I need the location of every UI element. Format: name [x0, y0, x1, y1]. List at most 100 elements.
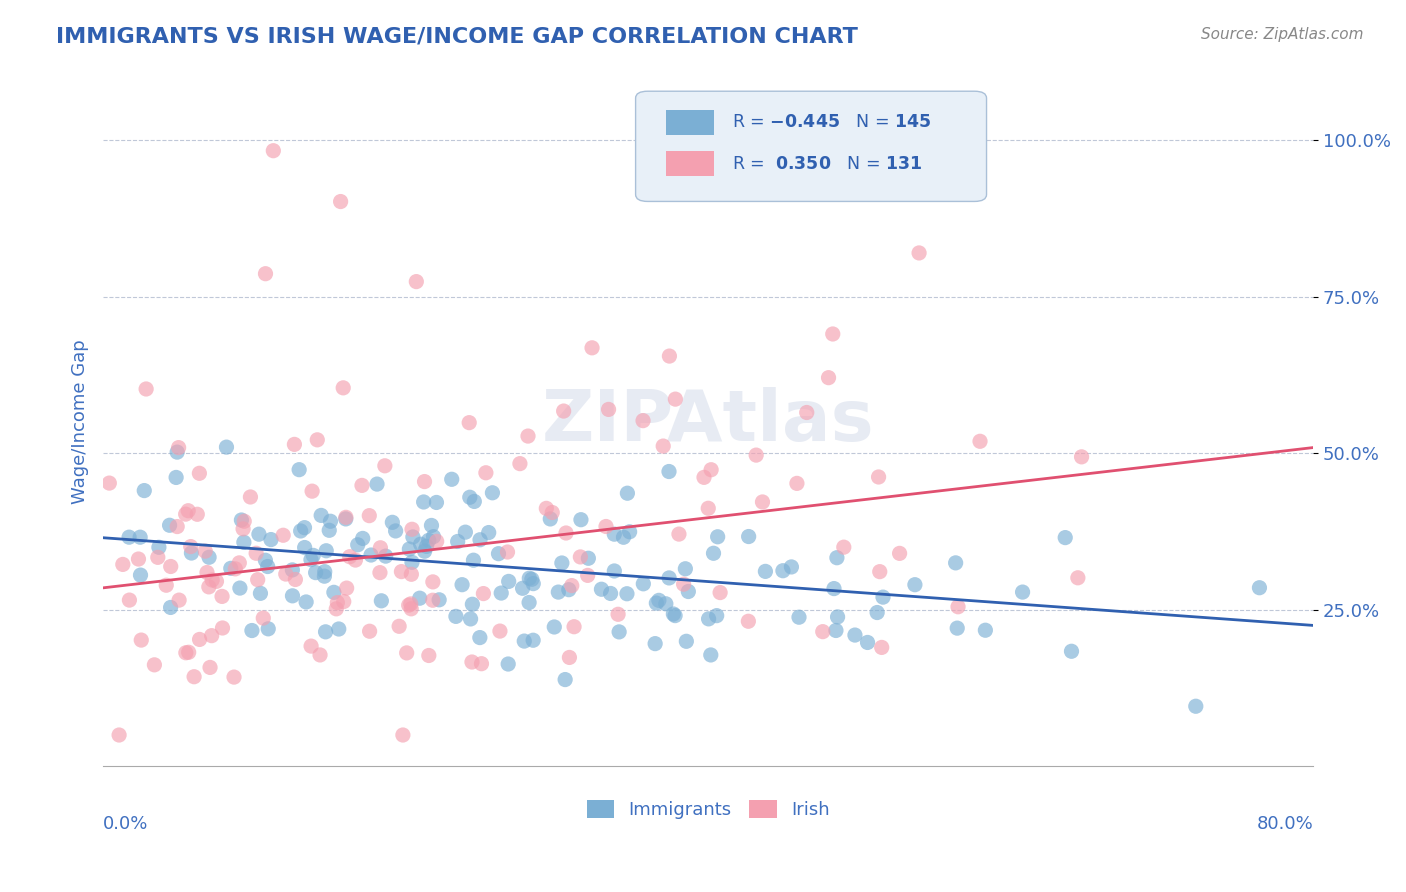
Point — [607, 624, 630, 639]
Point — [332, 381, 354, 395]
Point — [463, 553, 485, 567]
Point — [612, 530, 634, 544]
Point — [370, 541, 392, 555]
Point — [304, 566, 326, 580]
Point — [658, 571, 681, 585]
Point — [447, 534, 470, 549]
Point — [461, 597, 484, 611]
Point — [194, 544, 217, 558]
Point — [188, 632, 211, 647]
Point — [551, 556, 574, 570]
Point — [257, 622, 280, 636]
Point — [111, 558, 134, 572]
Point — [946, 599, 969, 614]
Point — [232, 522, 254, 536]
Point — [166, 445, 188, 459]
Point — [675, 634, 697, 648]
Point — [827, 610, 849, 624]
Point — [697, 501, 720, 516]
Point — [315, 624, 337, 639]
Point — [543, 620, 565, 634]
Point — [672, 577, 695, 591]
Point — [569, 549, 592, 564]
Point — [866, 606, 889, 620]
Point — [329, 194, 352, 209]
Point — [177, 645, 200, 659]
Point — [631, 414, 654, 428]
Point — [288, 463, 311, 477]
Point — [460, 612, 482, 626]
Point — [536, 501, 558, 516]
Point — [405, 275, 427, 289]
Point — [239, 490, 262, 504]
Point — [440, 472, 463, 486]
Point — [645, 596, 668, 610]
Point — [177, 504, 200, 518]
Point — [328, 622, 350, 636]
Point — [165, 470, 187, 484]
Point — [745, 448, 768, 462]
Point — [301, 484, 323, 499]
Point — [904, 577, 927, 591]
Point — [547, 585, 569, 599]
Point — [129, 530, 152, 544]
Point — [240, 624, 263, 638]
Point — [422, 530, 444, 544]
Point — [370, 594, 392, 608]
Point — [309, 648, 332, 662]
Point — [247, 527, 270, 541]
Point — [856, 635, 879, 649]
Point — [772, 564, 794, 578]
Text: 80.0%: 80.0% — [1257, 814, 1313, 832]
Point — [294, 521, 316, 535]
Point — [409, 537, 432, 551]
Point — [1060, 644, 1083, 658]
Point — [188, 467, 211, 481]
Point — [315, 543, 337, 558]
Point — [274, 567, 297, 582]
Point — [420, 518, 443, 533]
Point — [391, 565, 413, 579]
Point — [129, 633, 152, 648]
Point — [245, 546, 267, 560]
Point — [426, 534, 449, 549]
Point — [384, 524, 406, 538]
Point — [823, 582, 845, 596]
Point — [322, 585, 344, 599]
Point — [868, 470, 890, 484]
Point — [211, 590, 233, 604]
Point — [664, 608, 686, 623]
Point — [307, 433, 329, 447]
Point — [678, 584, 700, 599]
Point — [415, 540, 437, 554]
Point — [98, 476, 121, 491]
FancyBboxPatch shape — [666, 110, 714, 135]
Point — [702, 546, 724, 560]
Point — [489, 624, 512, 638]
Point — [522, 633, 544, 648]
Point — [246, 573, 269, 587]
Point — [254, 553, 277, 567]
Point — [229, 581, 252, 595]
Point — [569, 513, 592, 527]
Point — [180, 540, 202, 554]
Point — [1249, 581, 1271, 595]
Point — [458, 416, 481, 430]
Point — [260, 533, 283, 547]
Point — [517, 429, 540, 443]
Point — [517, 595, 540, 609]
Point — [751, 495, 773, 509]
Point — [619, 524, 641, 539]
Point — [693, 470, 716, 484]
Point — [889, 546, 911, 560]
Point — [332, 594, 354, 608]
Point — [706, 608, 728, 623]
Point — [945, 556, 967, 570]
Point — [1054, 531, 1077, 545]
Point — [143, 657, 166, 672]
Point — [339, 549, 361, 564]
Point — [554, 673, 576, 687]
Point — [796, 405, 818, 419]
Point — [183, 670, 205, 684]
Point — [346, 538, 368, 552]
